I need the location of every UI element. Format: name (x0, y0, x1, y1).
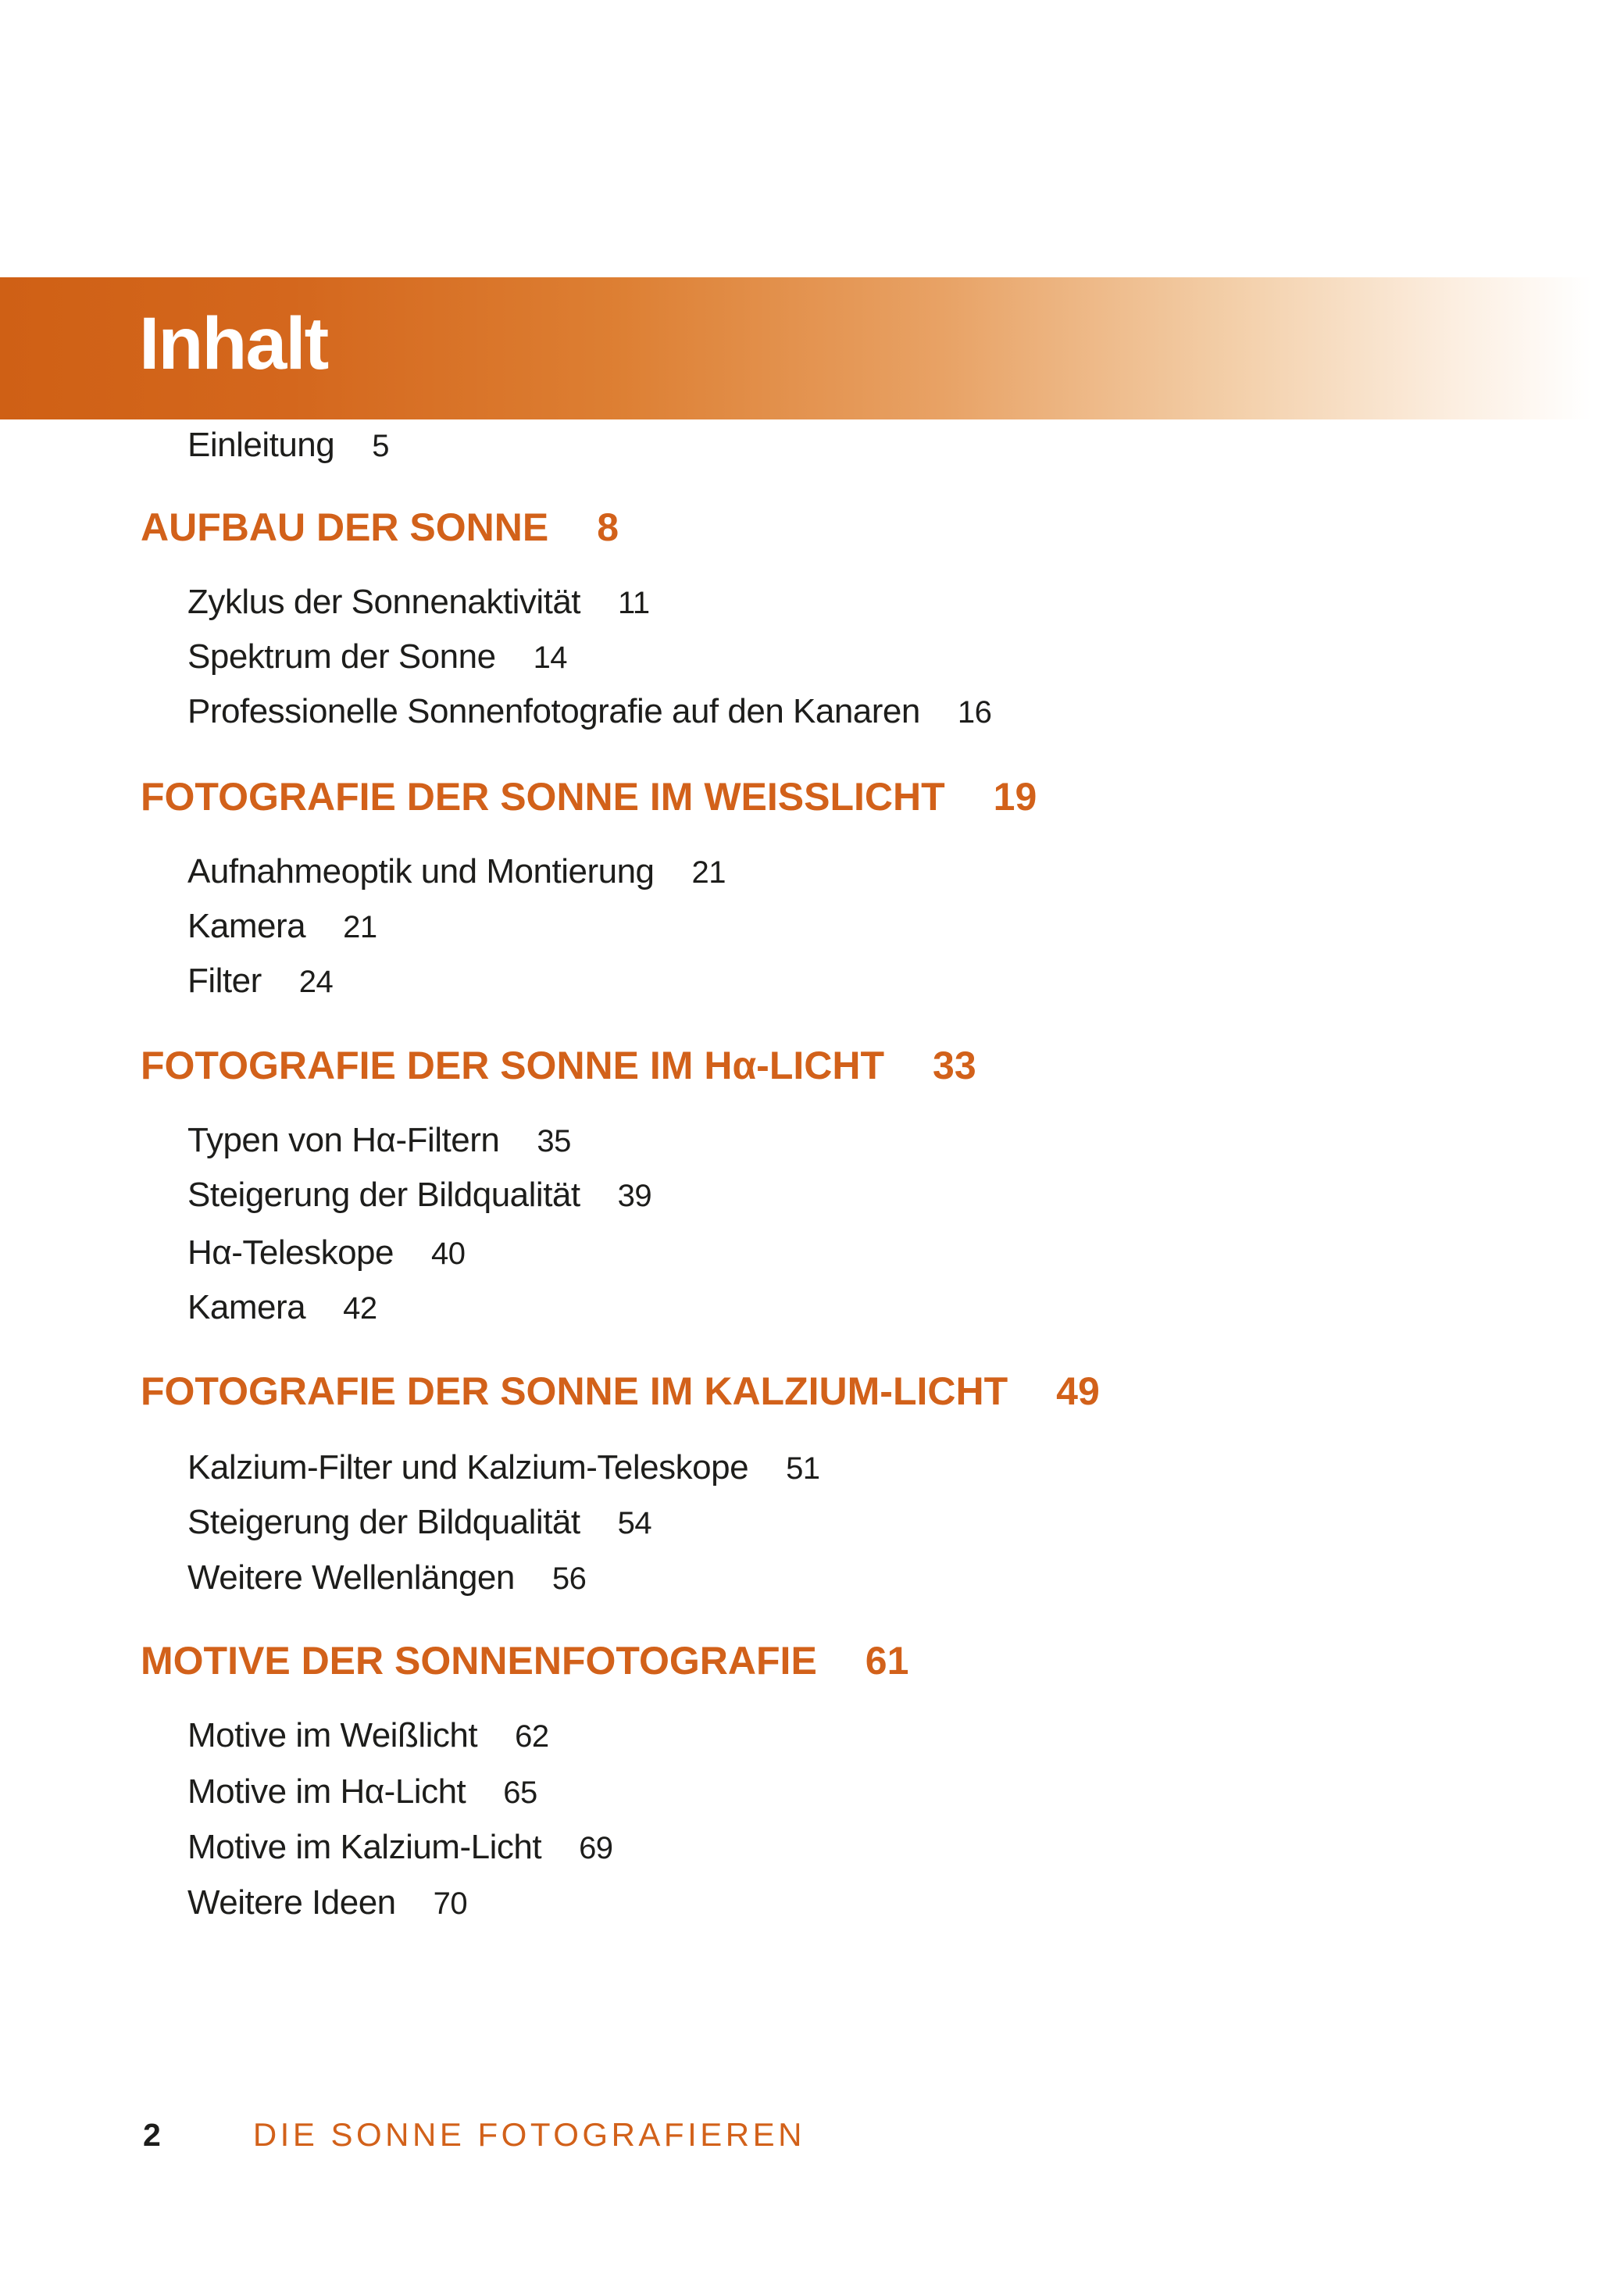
toc-entry-einleitung: Einleitung 5 (187, 426, 390, 464)
toc-entry-pagenum: 51 (786, 1451, 820, 1486)
page-title: Inhalt (139, 302, 329, 385)
toc-entry-pagenum: 14 (533, 641, 568, 675)
toc-entry-pagenum: 39 (617, 1179, 652, 1213)
toc-entry-pagenum: 70 (433, 1886, 468, 1921)
toc-entry-label: Typen von Hα-Filtern (187, 1121, 500, 1159)
toc-entry-label: Aufnahmeoptik und Montierung (187, 852, 655, 891)
toc-entry: Kamera 21 (187, 909, 377, 944)
toc-entry: Motive im Hα-Licht 65 (187, 1775, 537, 1809)
section-title-halpha: FOTOGRAFIE DER SONNE IM Hα-LICHT 33 (141, 1046, 976, 1085)
toc-entry: Steigerung der Bildqualität 39 (187, 1176, 652, 1214)
toc-entry-label: Zyklus der Sonnenaktivität (187, 583, 581, 621)
toc-entry-pagenum: 21 (691, 855, 726, 890)
toc-entry-pagenum: 42 (343, 1291, 377, 1326)
toc-entry-label: Motive im Weißlicht (187, 1716, 478, 1754)
section-pagenum: 49 (1056, 1369, 1100, 1413)
toc-entry-pagenum: 35 (537, 1124, 571, 1158)
section-title-weisslicht: FOTOGRAFIE DER SONNE IM WEISSLICHT 19 (141, 777, 1037, 816)
section-pagenum: 61 (865, 1639, 909, 1683)
toc-entry-label: Spektrum der Sonne (187, 637, 496, 676)
toc-entry: Weitere Wellenlängen 56 (187, 1558, 587, 1597)
toc-entry-label: Professionelle Sonnenfotografie auf den … (187, 692, 920, 730)
toc-entry: Weitere Ideen 70 (187, 1883, 468, 1922)
section-title-label: FOTOGRAFIE DER SONNE IM KALZIUM-LICHT (141, 1369, 1008, 1413)
section-title-aufbau: AUFBAU DER SONNE 8 (141, 508, 619, 547)
section-title-label: FOTOGRAFIE DER SONNE IM Hα-LICHT (141, 1044, 885, 1087)
toc-entry-pagenum: 56 (551, 1562, 587, 1596)
toc-entry-label: Kalzium-Filter und Kalzium-Teleskope (187, 1448, 749, 1487)
section-title-label: MOTIVE DER SONNENFOTOGRAFIE (141, 1639, 817, 1683)
section-title-label: AUFBAU DER SONNE (141, 505, 549, 549)
footer-page-number: 2 (143, 2117, 161, 2153)
toc-entry: Zyklus der Sonnenaktivität 11 (187, 585, 650, 619)
toc-entry: Motive im Weißlicht 62 (187, 1719, 549, 1753)
toc-entry-pagenum: 11 (618, 586, 650, 620)
section-pagenum: 19 (993, 775, 1037, 819)
toc-entry-label: Kamera (187, 1288, 306, 1326)
toc-entry-label: Motive im Kalzium-Licht (187, 1828, 542, 1866)
toc-entry: Aufnahmeoptik und Montierung 21 (187, 855, 726, 889)
toc-entry: Hα-Teleskope 40 (187, 1236, 466, 1270)
toc-entry-pagenum: 62 (515, 1719, 549, 1754)
toc-entry: Kalzium-Filter und Kalzium-Teleskope 51 (187, 1451, 820, 1485)
toc-entry-pagenum: 40 (431, 1237, 466, 1271)
section-pagenum: 8 (597, 505, 619, 549)
toc-entry-label: Kamera (187, 907, 306, 945)
toc-entry: Spektrum der Sonne 14 (187, 637, 568, 676)
toc-entry: Professionelle Sonnenfotografie auf den … (187, 692, 992, 730)
toc-entry: Filter 24 (187, 962, 334, 1000)
toc-entry: Typen von Hα-Filtern 35 (187, 1123, 571, 1158)
toc-entry-label: Weitere Ideen (187, 1883, 396, 1922)
toc-entry-pagenum: 69 (579, 1831, 613, 1865)
page-footer: 2 DIE SONNE FOTOGRAFIEREN (143, 2118, 805, 2151)
toc-entry-label: Steigerung der Bildqualität (187, 1176, 580, 1214)
toc-entry-label: Hα-Teleskope (187, 1233, 394, 1272)
section-title-motive: MOTIVE DER SONNENFOTOGRAFIE 61 (141, 1641, 908, 1680)
section-pagenum: 33 (933, 1044, 976, 1087)
toc-entry-pagenum: 21 (343, 910, 377, 944)
toc-entry-pagenum: 5 (372, 429, 390, 463)
toc-entry-pagenum: 65 (503, 1776, 537, 1810)
toc-entry: Steigerung der Bildqualität 54 (187, 1503, 652, 1541)
footer-book-title: DIE SONNE FOTOGRAFIEREN (252, 2116, 805, 2153)
header-band: Inhalt (0, 277, 1624, 419)
toc-entry-label: Weitere Wellenlängen (187, 1558, 515, 1597)
section-title-label: FOTOGRAFIE DER SONNE IM WEISSLICHT (141, 775, 945, 819)
toc-entry-pagenum: 24 (298, 965, 334, 999)
toc-entry: Kamera 42 (187, 1290, 377, 1325)
toc-entry: Motive im Kalzium-Licht 69 (187, 1830, 613, 1865)
toc-entry-label: Einleitung (187, 426, 335, 464)
toc-entry-label: Filter (187, 962, 262, 1000)
section-title-kalzium: FOTOGRAFIE DER SONNE IM KALZIUM-LICHT 49 (141, 1372, 1100, 1411)
toc-entry-pagenum: 16 (957, 695, 992, 730)
toc-entry-label: Motive im Hα-Licht (187, 1772, 466, 1811)
toc-entry-label: Steigerung der Bildqualität (187, 1503, 580, 1541)
toc-entry-pagenum: 54 (617, 1506, 652, 1540)
